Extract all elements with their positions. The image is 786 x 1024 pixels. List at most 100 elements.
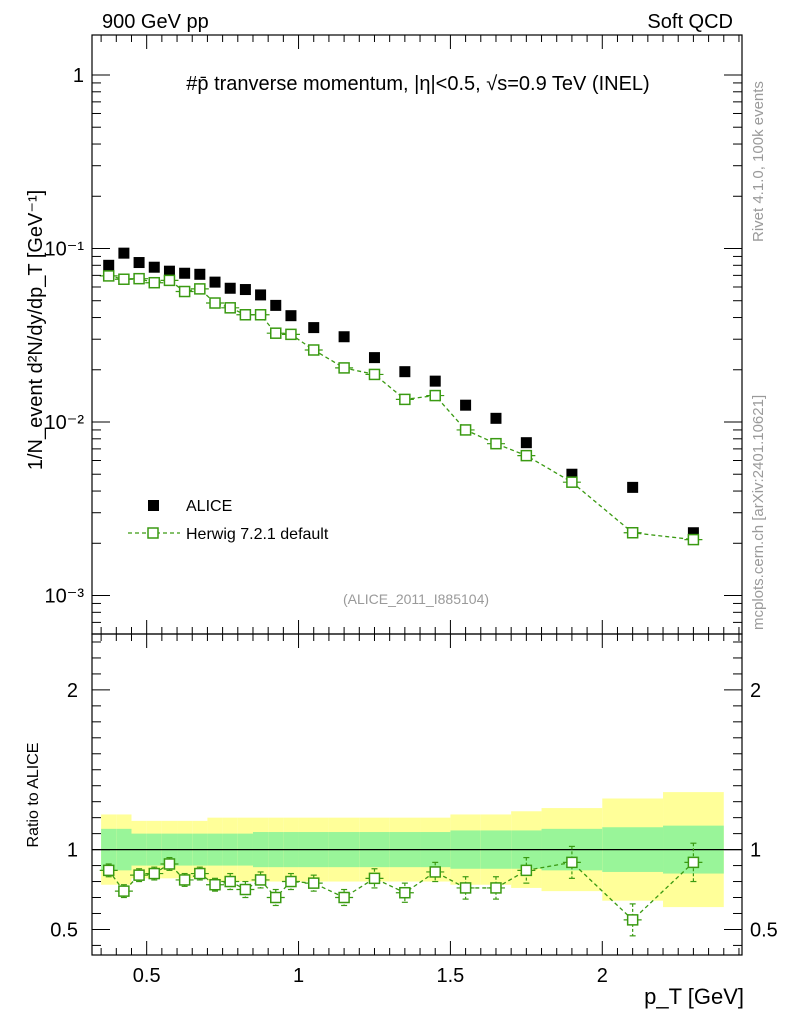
mc-ratio-point-4 <box>163 858 176 870</box>
mc-ratio-point-14 <box>338 891 350 904</box>
y-tick-label-2: 10⁻² <box>45 412 85 434</box>
mc-point-23 <box>687 533 700 546</box>
mc-point-5 <box>178 285 191 298</box>
data-point-alice-18 <box>460 399 472 411</box>
data-point-alice-6 <box>194 268 206 280</box>
mc-point-1 <box>118 273 130 285</box>
data-point-alice-4 <box>163 265 175 277</box>
y-axis-label: 1/N_event d²N/dy/dp_T [GeV⁻¹] <box>25 190 47 470</box>
data-point-alice-0 <box>103 259 115 271</box>
mc-point-6 <box>194 283 206 295</box>
mc-ratio-point-10 <box>254 874 267 886</box>
data-point-alice-2 <box>133 257 145 269</box>
mc-point-22 <box>626 526 639 539</box>
header-right: Soft QCD <box>647 11 733 33</box>
mc-ratio-point-0 <box>102 864 115 877</box>
data-point-alice-1 <box>118 247 130 259</box>
mc-point-16 <box>399 393 411 406</box>
y-tick-label-0: 1 <box>73 65 84 87</box>
main-panel: 1 10⁻¹ 10⁻² 10⁻³ <box>45 34 743 635</box>
data-point-alice-3 <box>148 261 160 273</box>
ratio-tick-label-right-0: 2 <box>750 680 761 702</box>
data-point-alice-21 <box>566 468 578 480</box>
ratio-panel: 0.5 1 1.5 2 2 2 1 1 0.5 0.5 <box>50 633 778 987</box>
ratio-tick-label-left-1: 1 <box>67 840 78 862</box>
mc-ratio-point-15 <box>368 872 381 885</box>
data-point-alice-9 <box>239 284 251 296</box>
mc-ratio-point-13 <box>307 877 320 889</box>
mc-point-15 <box>368 368 381 381</box>
x-tick-label-2: 1.5 <box>437 965 465 987</box>
mc-point-9 <box>239 309 252 321</box>
data-point-alice-15 <box>368 352 380 364</box>
ratio-tick-label-left-2: 0.5 <box>50 919 78 941</box>
mc-ratio-point-9 <box>239 883 252 896</box>
data-point-alice-22 <box>627 481 639 493</box>
mc-ratio-point-5 <box>178 874 191 886</box>
mc-point-0 <box>102 270 115 282</box>
legend: ALICE Herwig 7.2.1 default <box>128 498 329 543</box>
legend-marker-herwig <box>147 527 159 539</box>
mc-ratio-point-22 <box>626 914 639 926</box>
mc-point-4 <box>163 274 176 287</box>
mc-ratio-point-16 <box>399 886 411 899</box>
legend-marker-alice <box>148 500 159 511</box>
ratio-tick-label-right-2: 0.5 <box>750 919 778 941</box>
ratio-y-axis-label: Ratio to ALICE <box>25 743 42 848</box>
data-point-alice-20 <box>520 437 532 449</box>
ratio-frame <box>91 633 743 956</box>
data-point-alice-11 <box>270 299 282 311</box>
data-point-alice-13 <box>308 322 320 334</box>
mc-point-3 <box>148 276 161 289</box>
mc-point-19 <box>490 437 502 450</box>
y-tick-label-1: 10⁻¹ <box>45 238 85 260</box>
mc-point-17 <box>429 389 441 402</box>
main-frame <box>91 34 743 635</box>
mc-ratio-point-17 <box>429 866 441 878</box>
rivet-label: Rivet 4.1.0, 100k events <box>750 81 767 242</box>
data-point-alice-10 <box>255 289 267 301</box>
ratio-tick-label-left-0: 2 <box>67 680 78 702</box>
mc-ratio-point-2 <box>133 869 145 881</box>
mc-point-8 <box>224 302 236 314</box>
mc-point-20 <box>520 449 533 462</box>
data-point-alice-23 <box>687 527 699 539</box>
mc-ratio-point-7 <box>209 878 221 891</box>
data-point-alice-8 <box>224 282 236 294</box>
mc-ratio-point-1 <box>118 885 130 897</box>
data-point-alice-17 <box>429 375 441 387</box>
mc-ratio-point-23 <box>687 856 700 869</box>
mc-point-13 <box>307 344 320 356</box>
data-point-alice-16 <box>399 366 411 378</box>
mc-ratio-point-8 <box>224 875 236 888</box>
legend-label-alice: ALICE <box>186 498 232 515</box>
x-axis-label: p_T [GeV] <box>644 984 744 1009</box>
x-tick-label-3: 2 <box>597 965 608 987</box>
x-tick-label-0: 0.5 <box>133 965 161 987</box>
data-point-alice-12 <box>285 310 297 322</box>
mc-ratio-point-21 <box>566 856 578 869</box>
data-point-alice-19 <box>490 412 502 424</box>
mc-point-21 <box>566 476 578 488</box>
mc-point-11 <box>270 327 282 339</box>
mc-point-10 <box>254 309 267 321</box>
header-left: 900 GeV pp <box>102 11 209 33</box>
data-point-alice-5 <box>179 267 191 279</box>
mc-point-14 <box>338 362 350 374</box>
mc-ratio-point-19 <box>490 882 502 894</box>
legend-label-herwig: Herwig 7.2.1 default <box>186 526 329 543</box>
plot-title: #p̄ tranverse momentum, |η|<0.5, √s=0.9 … <box>186 73 649 95</box>
data-point-alice-14 <box>338 331 350 343</box>
mc-ratio-point-3 <box>148 867 161 880</box>
mc-ratio-point-20 <box>520 864 533 877</box>
x-tick-label-1: 1 <box>293 965 304 987</box>
mcplots-label: mcplots.cern.ch [arXiv:2401.10621] <box>750 395 767 630</box>
mc-point-18 <box>459 424 472 436</box>
mc-point-7 <box>209 297 221 309</box>
data-point-alice-7 <box>209 276 221 288</box>
mc-point-12 <box>285 328 297 341</box>
analysis-tag: (ALICE_2011_I885104) <box>343 591 489 607</box>
mc-ratio-point-12 <box>285 875 297 888</box>
mc-point-2 <box>133 272 145 285</box>
